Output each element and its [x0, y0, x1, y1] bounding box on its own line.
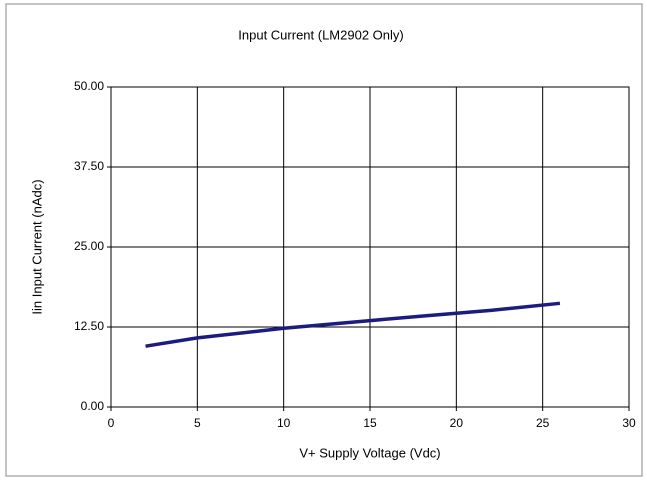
x-tick-label: 5 [194, 416, 201, 430]
x-tick-label: 0 [108, 416, 115, 430]
x-tick-label: 10 [277, 416, 291, 430]
x-tick-label: 15 [363, 416, 377, 430]
y-tick-label: 0.00 [81, 399, 105, 413]
y-tick-label: 50.00 [74, 79, 104, 93]
x-axis-label: V+ Supply Voltage (Vdc) [299, 445, 440, 460]
x-tick-label: 20 [450, 416, 464, 430]
y-tick-label: 12.50 [74, 319, 104, 333]
chart-title: Input Current (LM2902 Only) [238, 27, 403, 42]
y-tick-label: 37.50 [74, 159, 104, 173]
y-axis-label: Iin Input Current (nAdc) [29, 179, 44, 314]
data-line [145, 301, 561, 348]
x-tick-label: 30 [622, 416, 636, 430]
x-tick-label: 25 [536, 416, 550, 430]
y-tick-label: 25.00 [74, 239, 104, 253]
